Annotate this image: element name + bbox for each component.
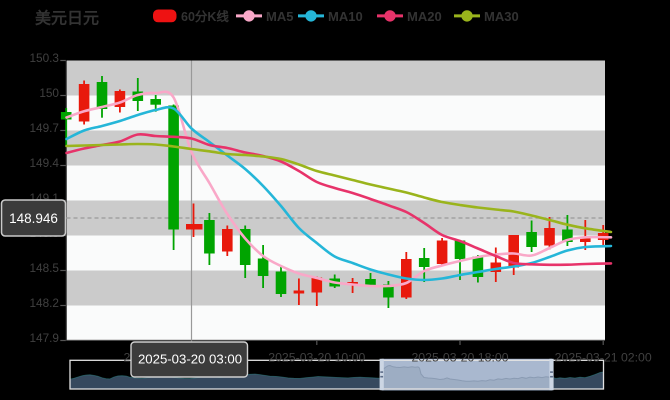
svg-text:MA5: MA5 bbox=[266, 9, 293, 24]
svg-text:MA10: MA10 bbox=[328, 9, 363, 24]
svg-text:美元日元: 美元日元 bbox=[35, 9, 99, 28]
svg-text:149.4: 149.4 bbox=[29, 156, 59, 170]
svg-text:150.3: 150.3 bbox=[29, 51, 59, 65]
svg-text:149.7: 149.7 bbox=[29, 121, 59, 135]
svg-text:148.5: 148.5 bbox=[29, 261, 59, 275]
svg-text:2025-03-21 02:00: 2025-03-21 02:00 bbox=[555, 350, 652, 364]
svg-text:150: 150 bbox=[39, 86, 59, 100]
svg-text:147.9: 147.9 bbox=[29, 331, 59, 345]
svg-text:60分K线: 60分K线 bbox=[181, 9, 229, 24]
svg-text:MA20: MA20 bbox=[407, 9, 442, 24]
svg-text:148.2: 148.2 bbox=[29, 296, 59, 310]
svg-text:2025-03-20 03:00: 2025-03-20 03:00 bbox=[138, 352, 242, 367]
svg-text:148.946: 148.946 bbox=[9, 211, 58, 226]
svg-text:2025-03-20 18:00: 2025-03-20 18:00 bbox=[411, 350, 508, 364]
svg-text:2025-03-20 10:00: 2025-03-20 10:00 bbox=[268, 350, 365, 364]
svg-text:MA30: MA30 bbox=[484, 9, 519, 24]
